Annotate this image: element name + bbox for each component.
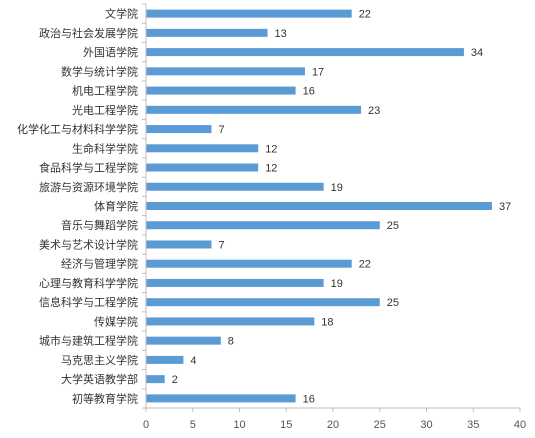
category-label-11: 体育学院 (94, 199, 138, 213)
category-label-13: 美术与艺术设计学院 (39, 237, 138, 251)
category-labels: 文学院政治与社会发展学院外国语学院数学与统计学院机电工程学院光电工程学院化学化工… (17, 7, 138, 406)
bar-18 (146, 336, 221, 345)
value-labels: 22 13 34 17 16 23 7 12 12 19 37 25 7 22 19 25 18 8 42 16 (172, 9, 512, 406)
bar-8 (146, 144, 259, 153)
value-label-10: 19 (331, 182, 343, 194)
value-label-18: 8 (228, 336, 234, 348)
bar-20 (146, 375, 165, 384)
value-label-5: 16 (303, 86, 315, 98)
value-label-8: 12 (265, 143, 277, 155)
value-label-3: 34 (471, 47, 483, 59)
category-label-3: 外国语学院 (83, 45, 138, 59)
x-tick-label-40: 40 (514, 419, 526, 431)
bar-17 (146, 317, 315, 326)
value-label-19: 4 (190, 355, 196, 367)
bar-10 (146, 182, 324, 191)
x-tick-marks (142, 3, 521, 412)
x-tick-label-25: 25 (374, 419, 386, 431)
bars-group (146, 9, 492, 403)
x-tick-label-20: 20 (327, 419, 339, 431)
bar-9 (146, 163, 259, 172)
value-label-20: 2 (172, 374, 178, 386)
value-label-4: 17 (312, 66, 324, 78)
value-label-14: 22 (359, 259, 371, 271)
category-label-9: 食品科学与工程学院 (39, 161, 138, 175)
value-label-2: 13 (275, 28, 287, 40)
x-tick-labels: 0 5 10 15 20 25 30 35 40 (143, 419, 526, 431)
category-label-18: 城市与建筑工程学院 (39, 334, 138, 348)
bar-2 (146, 28, 268, 37)
bar-14 (146, 259, 352, 268)
bar-15 (146, 278, 324, 287)
bar-21 (146, 394, 296, 403)
category-label-19: 马克思主义学院 (61, 353, 138, 367)
value-label-9: 12 (265, 163, 277, 175)
bar-11 (146, 202, 492, 210)
category-label-4: 数学与统计学院 (61, 64, 138, 78)
bar-1 (146, 9, 352, 18)
value-label-12: 25 (387, 220, 399, 232)
category-label-2: 政治与社会发展学院 (39, 26, 138, 40)
category-label-10: 旅游与资源环境学院 (39, 180, 138, 194)
bar-16 (146, 298, 380, 307)
x-tick-label-10: 10 (233, 419, 245, 431)
value-label-15: 19 (331, 278, 343, 290)
category-label-6: 光电工程学院 (72, 103, 138, 117)
category-label-8: 生命科学学院 (72, 141, 138, 155)
bar-12 (146, 221, 380, 230)
value-label-1: 22 (359, 9, 371, 21)
category-label-16: 信息科学与工程学院 (39, 295, 138, 309)
category-label-17: 传媒学院 (94, 314, 138, 328)
x-tick-label-5: 5 (190, 419, 196, 431)
x-tick-label-30: 30 (420, 419, 432, 431)
x-tick-label-15: 15 (280, 419, 292, 431)
value-label-6: 23 (368, 105, 380, 117)
value-label-11: 37 (499, 201, 511, 213)
bar-4 (146, 67, 305, 76)
value-label-16: 25 (387, 297, 399, 309)
bar-6 (146, 105, 362, 114)
bar-7 (146, 125, 212, 134)
category-label-7: 化学化工与材料科学学院 (17, 122, 138, 136)
value-label-7: 7 (218, 124, 224, 136)
bar-3 (146, 48, 464, 57)
category-label-12: 音乐与舞蹈学院 (61, 218, 138, 232)
bar-19 (146, 355, 184, 364)
category-label-15: 心理与教育科学学院 (39, 276, 138, 290)
value-label-21: 16 (303, 393, 315, 405)
category-label-20: 大学英语教学部 (61, 372, 138, 386)
x-tick-label-0: 0 (143, 419, 149, 431)
category-label-14: 经济与管理学院 (61, 257, 138, 271)
value-label-17: 18 (321, 316, 333, 328)
bar-13 (146, 240, 212, 249)
value-label-13: 7 (218, 239, 224, 251)
category-label-21: 初等教育学院 (72, 391, 138, 405)
category-label-5: 机电工程学院 (72, 84, 138, 98)
x-tick-label-35: 35 (467, 419, 479, 431)
bar-5 (146, 86, 296, 95)
category-label-1: 文学院 (105, 7, 138, 21)
